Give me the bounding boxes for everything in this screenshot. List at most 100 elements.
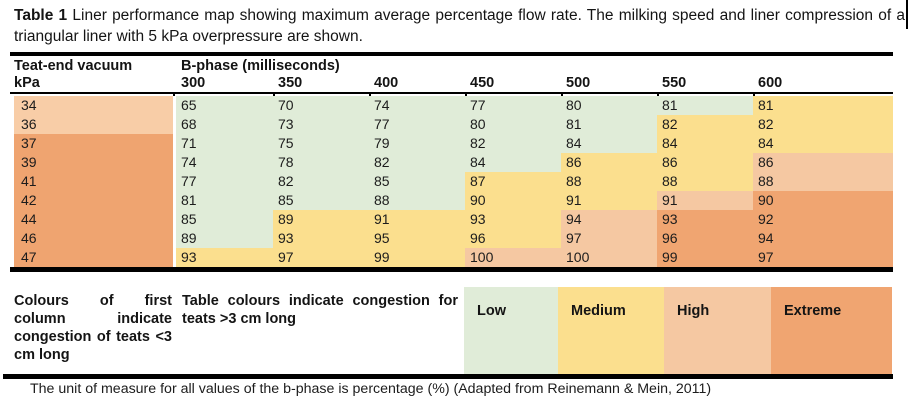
- column-header: 600: [758, 75, 783, 91]
- column-gap: [173, 191, 176, 210]
- legend-swatch-high: High: [664, 287, 771, 374]
- table-caption-text: Liner performance map showing maximum av…: [14, 7, 906, 45]
- value-cell: 94: [561, 210, 657, 229]
- value-cell: 81: [176, 191, 273, 210]
- column-gap: [173, 115, 176, 134]
- value-cell: 70: [273, 96, 369, 115]
- table-row: 36 68 73 77 80 81 82 82: [14, 115, 893, 134]
- value-cell: 84: [561, 134, 657, 153]
- value-cell: 89: [176, 229, 273, 248]
- legend-swatch-medium: Medium: [558, 287, 664, 374]
- value-cell: 91: [657, 191, 753, 210]
- page-border-fragment: [906, 0, 908, 29]
- value-cell: 68: [176, 115, 273, 134]
- value-cell: 84: [465, 153, 561, 172]
- value-cell: 88: [657, 172, 753, 191]
- value-cell: 80: [465, 115, 561, 134]
- table-caption: Table 1 Liner performance map showing ma…: [14, 5, 905, 47]
- value-cell: 87: [465, 172, 561, 191]
- value-cell: 84: [657, 134, 753, 153]
- value-cell: 82: [753, 115, 893, 134]
- column-header: 500: [566, 75, 591, 91]
- column-gap: [173, 134, 176, 153]
- kpa-cell: 39: [14, 153, 173, 172]
- value-cell: 81: [657, 96, 753, 115]
- value-cell: 88: [561, 172, 657, 191]
- value-cell: 97: [561, 229, 657, 248]
- kpa-cell: 42: [14, 191, 173, 210]
- value-cell: 84: [753, 134, 893, 153]
- kpa-cell: 47: [14, 248, 173, 267]
- value-cell: 97: [753, 248, 893, 267]
- value-cell: 71: [176, 134, 273, 153]
- value-cell: 75: [273, 134, 369, 153]
- value-cell: 79: [369, 134, 465, 153]
- legend-swatch-low: Low: [464, 287, 558, 374]
- column-header: 550: [662, 75, 687, 91]
- kpa-cell: 37: [14, 134, 173, 153]
- legend-label: Extreme: [784, 303, 842, 319]
- legend-swatch-extreme: Extreme: [771, 287, 892, 374]
- value-cell: 96: [657, 229, 753, 248]
- value-cell: 82: [657, 115, 753, 134]
- divider-bottom: [3, 374, 893, 379]
- value-cell: 86: [753, 153, 893, 172]
- legend-note-first-column: Colours of first column indicate congest…: [14, 293, 172, 363]
- kpa-cell: 46: [14, 229, 173, 248]
- value-cell: 88: [753, 172, 893, 191]
- value-cell: 91: [561, 191, 657, 210]
- value-cell: 86: [657, 153, 753, 172]
- value-cell: 99: [369, 248, 465, 267]
- value-cell: 85: [273, 191, 369, 210]
- table-row: 46 89 93 95 96 97 96 94: [14, 229, 893, 248]
- value-cell: 86: [561, 153, 657, 172]
- bphase-values-header: 300 350 400 450 500 550 600: [176, 74, 893, 92]
- value-cell: 85: [369, 172, 465, 191]
- table-body: 34 65 70 74 77 80 81 81 36 68 73 77 80 81 82 82 37 71 75 79…: [14, 96, 893, 267]
- column-gap: [173, 172, 176, 191]
- value-cell: 99: [657, 248, 753, 267]
- value-cell: 82: [369, 153, 465, 172]
- value-cell: 97: [273, 248, 369, 267]
- divider-header: [10, 92, 893, 94]
- legend-label: Low: [477, 303, 506, 319]
- table-row: 37 71 75 79 82 84 84 84: [14, 134, 893, 153]
- column-group-header: B-phase (milliseconds): [181, 58, 340, 74]
- value-cell: 82: [273, 172, 369, 191]
- value-cell: 100: [465, 248, 561, 267]
- value-cell: 100: [561, 248, 657, 267]
- value-cell: 90: [753, 191, 893, 210]
- value-cell: 81: [753, 96, 893, 115]
- value-cell: 93: [657, 210, 753, 229]
- row-header-title: Teat-end vacuum: [14, 58, 133, 74]
- value-cell: 81: [561, 115, 657, 134]
- kpa-cell: 36: [14, 115, 173, 134]
- column-gap: [173, 210, 176, 229]
- value-cell: 80: [561, 96, 657, 115]
- value-cell: 77: [176, 172, 273, 191]
- legend-label: High: [677, 303, 710, 319]
- column-header: 350: [278, 75, 303, 91]
- value-cell: 74: [176, 153, 273, 172]
- value-cell: 95: [369, 229, 465, 248]
- value-cell: 93: [465, 210, 561, 229]
- value-cell: 92: [753, 210, 893, 229]
- column-header: 450: [470, 75, 495, 91]
- table-row: 44 85 89 91 93 94 93 92: [14, 210, 893, 229]
- value-cell: 77: [465, 96, 561, 115]
- divider-body: [10, 267, 893, 272]
- column-gap: [173, 229, 176, 248]
- value-cell: 90: [465, 191, 561, 210]
- value-cell: 96: [465, 229, 561, 248]
- table-row: 39 74 78 82 84 86 86 86: [14, 153, 893, 172]
- value-cell: 65: [176, 96, 273, 115]
- column-gap: [173, 153, 176, 172]
- value-cell: 77: [369, 115, 465, 134]
- table-footnote: The unit of measure for all values of th…: [30, 381, 712, 397]
- row-header-unit: kPa: [14, 75, 40, 91]
- value-cell: 74: [369, 96, 465, 115]
- legend-note-table: Table colours indicate congestion for te…: [182, 293, 458, 327]
- column-header: 400: [374, 75, 399, 91]
- kpa-cell: 41: [14, 172, 173, 191]
- kpa-cell: 44: [14, 210, 173, 229]
